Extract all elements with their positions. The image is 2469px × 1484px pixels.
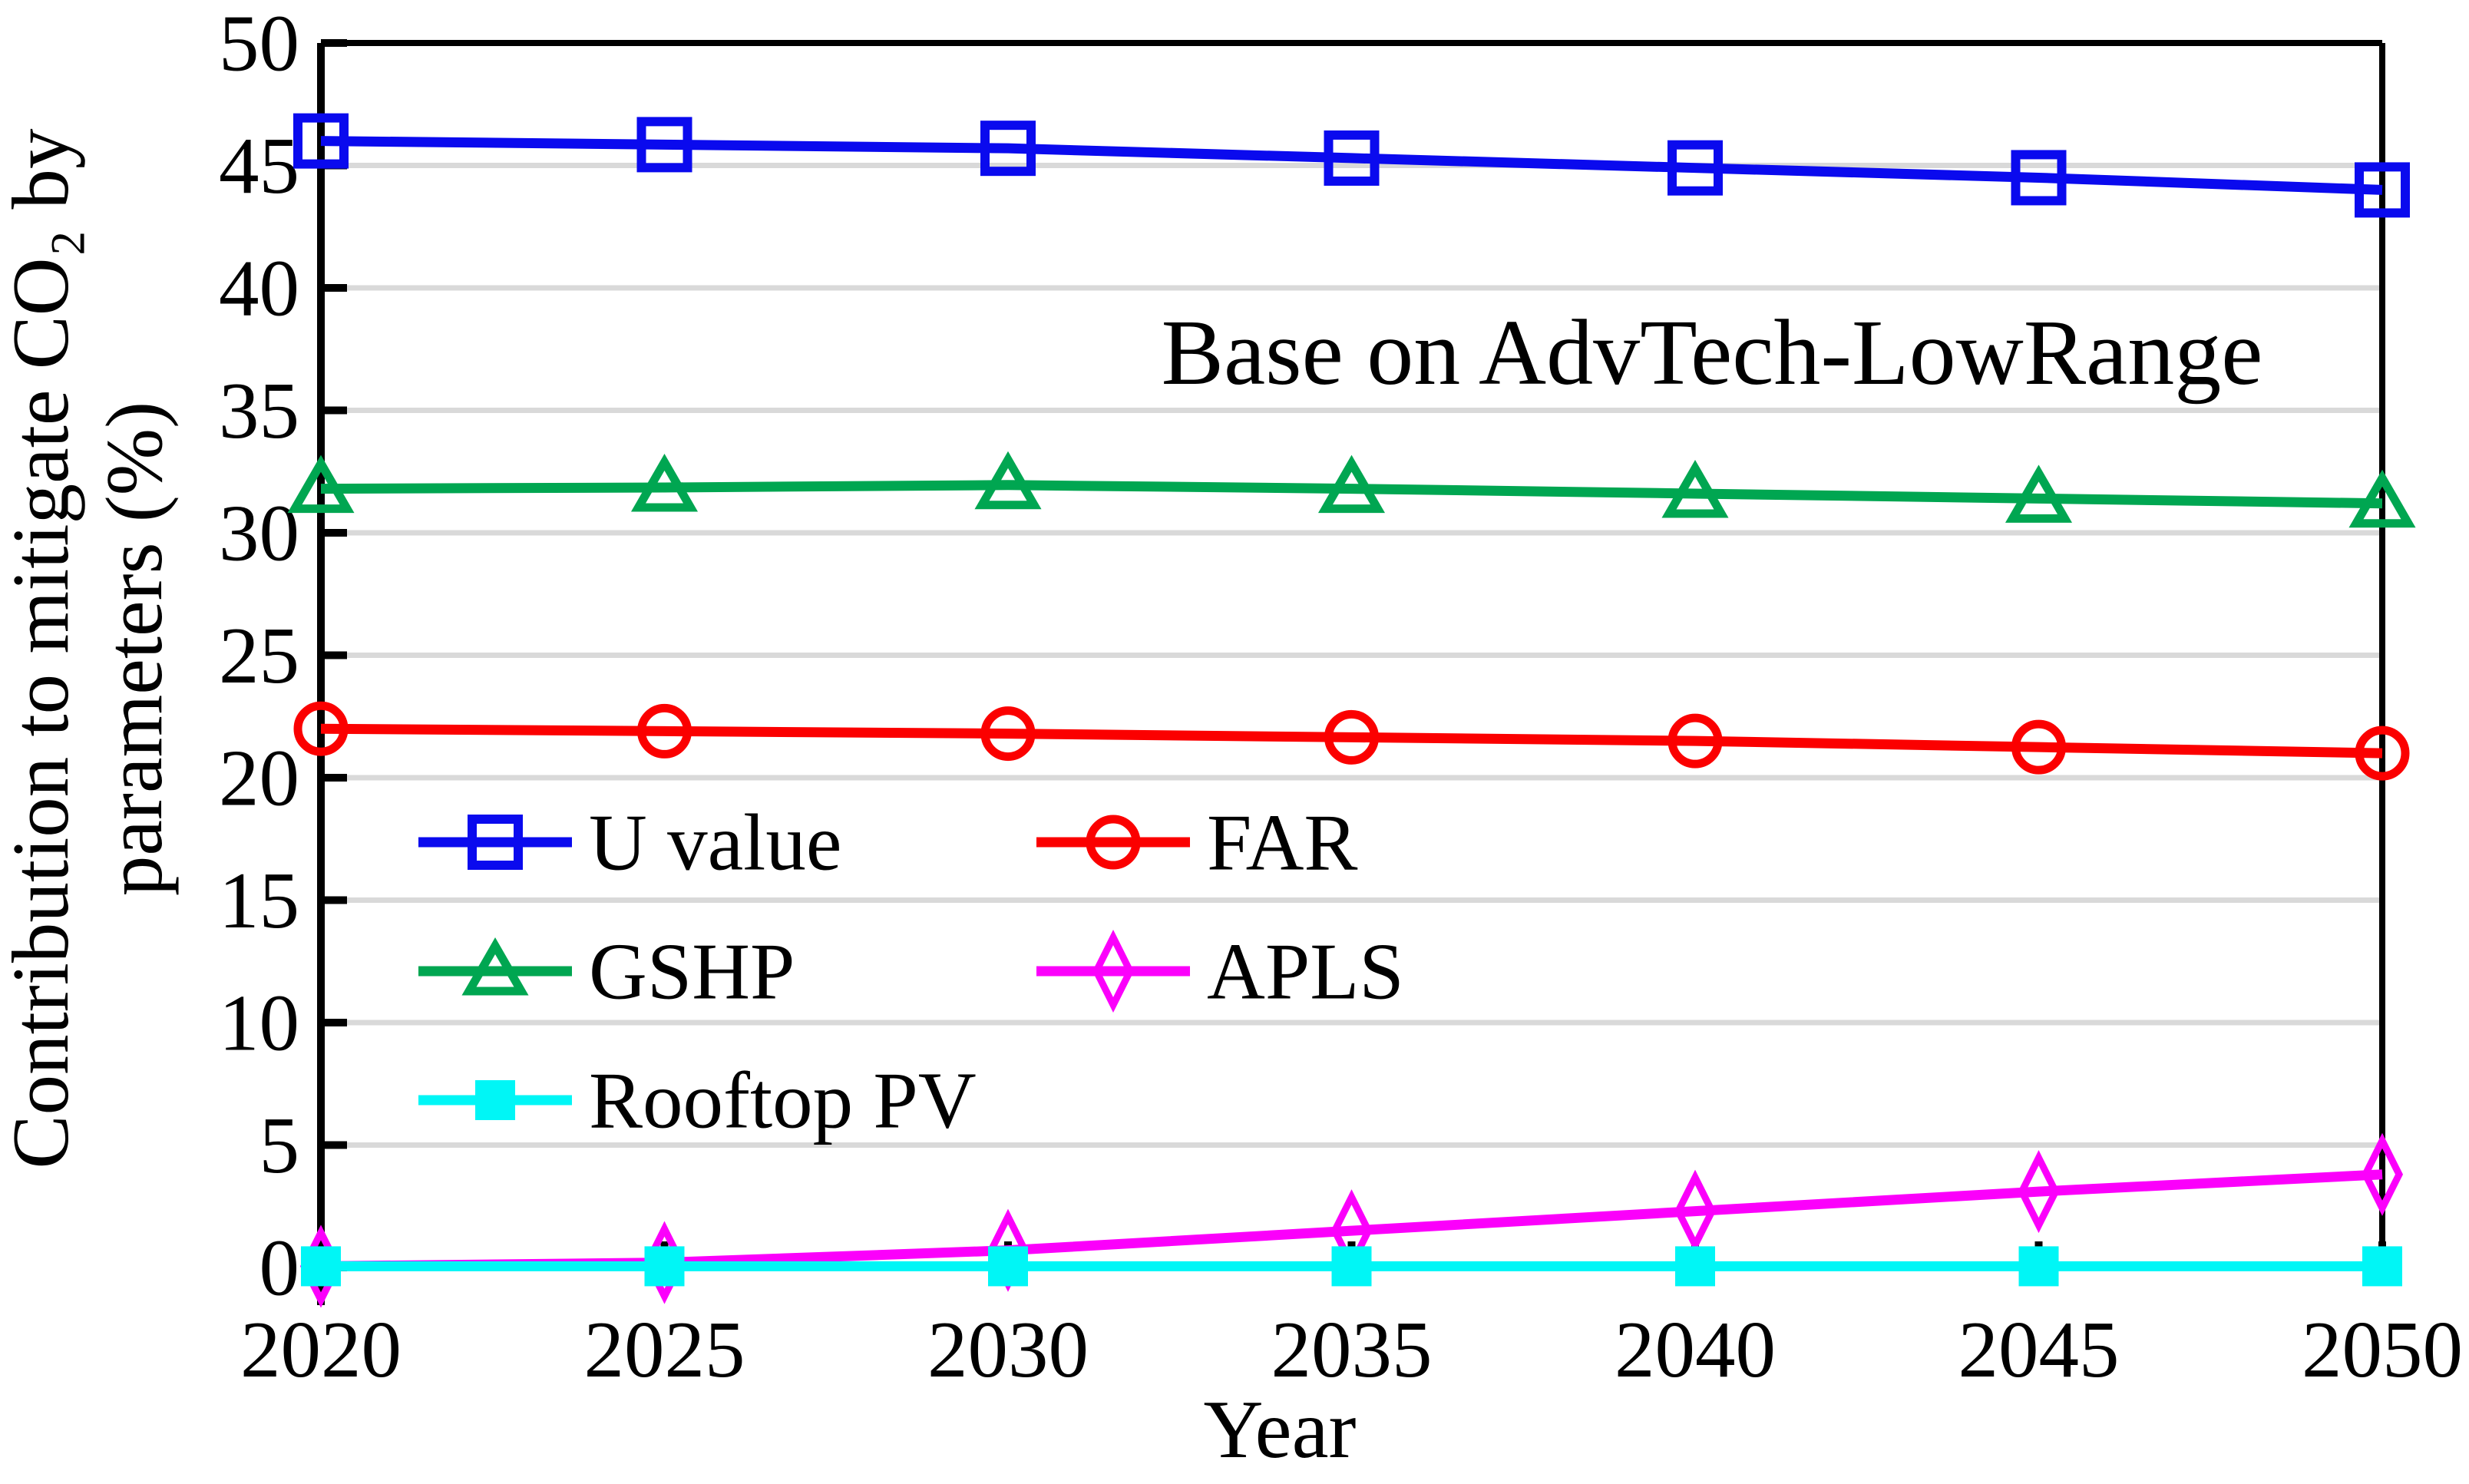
series-marker <box>988 1246 1028 1287</box>
series-marker <box>287 454 355 514</box>
series-marker <box>2011 719 2066 775</box>
series-marker <box>637 703 692 759</box>
series-marker <box>1324 709 1379 765</box>
series-marker <box>2348 469 2416 528</box>
series-marker <box>2005 464 2073 523</box>
series-marker <box>2011 150 2067 206</box>
x-tick-label: 2030 <box>927 1304 1089 1394</box>
legend-item-far: FAR <box>1036 798 1357 887</box>
series-marker <box>2018 1246 2059 1287</box>
x-tick-label: 2040 <box>1615 1304 1776 1394</box>
y-tick-label: 0 <box>259 1223 300 1313</box>
x-tick-label: 2025 <box>584 1304 745 1394</box>
series-marker <box>475 1080 515 1120</box>
series-marker <box>1331 1246 1372 1287</box>
series-marker <box>644 1246 685 1287</box>
series-marker <box>1667 140 1723 196</box>
y-axis-title-line-1: Contribution to mitigate CO₂ by <box>0 128 85 1168</box>
x-tick-label: 2020 <box>240 1304 402 1394</box>
series-marker <box>1675 1246 1715 1287</box>
legend-label: Rooftop PV <box>589 1056 977 1145</box>
series-marker <box>980 706 1036 762</box>
series-far <box>293 701 2410 781</box>
legend-label: FAR <box>1207 798 1357 887</box>
series-marker <box>636 117 692 173</box>
series-marker <box>301 1246 341 1287</box>
series-line <box>320 480 2383 509</box>
series-marker <box>1086 815 1141 870</box>
y-tick-label: 10 <box>219 978 299 1068</box>
series-marker <box>1324 130 1380 186</box>
y-tick-label: 25 <box>219 610 299 700</box>
series-marker <box>2355 725 2410 781</box>
legend-label: APLS <box>1207 927 1404 1016</box>
y-tick-label: 30 <box>219 488 299 578</box>
series-line <box>320 136 2383 195</box>
series-marker <box>974 451 1042 510</box>
series-marker <box>1092 929 1135 1013</box>
legend-item-u-value: U value <box>418 798 841 887</box>
y-tick-label: 15 <box>219 855 299 945</box>
y-tick-label: 45 <box>219 121 299 210</box>
series-marker <box>1674 1169 1717 1253</box>
y-tick-label: 5 <box>259 1100 300 1190</box>
series-marker <box>468 815 523 870</box>
series-marker <box>461 937 529 996</box>
y-tick-label: 35 <box>219 365 299 455</box>
series-marker <box>293 113 349 169</box>
series-marker <box>2018 1150 2060 1234</box>
legend-item-apls: APLS <box>1036 927 1404 1016</box>
y-tick-label: 40 <box>219 243 299 333</box>
x-axis-title: Year <box>1203 1384 1356 1476</box>
series-marker <box>293 701 349 756</box>
x-tick-label: 2050 <box>2302 1304 2463 1394</box>
annotation-title: Base on AdvTech-LowRange <box>1162 301 2263 405</box>
series-marker <box>1667 713 1723 768</box>
series-gshp <box>287 451 2416 528</box>
series-marker <box>2362 1246 2402 1287</box>
series-marker <box>980 121 1036 177</box>
series-marker <box>1661 459 1729 518</box>
y-tick-label: 50 <box>219 0 299 88</box>
y-tick-label: 20 <box>219 733 299 823</box>
legend-label: U value <box>589 798 841 887</box>
legend-label: GSHP <box>589 927 795 1016</box>
y-axis-title-line-2: parameters (%) <box>89 402 179 896</box>
x-tick-label: 2035 <box>1271 1304 1433 1394</box>
series-u-value <box>293 113 2410 218</box>
legend-item-rooftop-pv: Rooftop PV <box>418 1056 977 1145</box>
x-tick-label: 2045 <box>1958 1304 2120 1394</box>
series-rooftop-pv <box>301 1246 2402 1287</box>
series-marker <box>1317 454 1386 514</box>
series-line <box>320 723 2383 759</box>
legend-item-gshp: GSHP <box>418 927 795 1016</box>
series-marker <box>2361 1132 2404 1216</box>
series-marker <box>630 453 699 512</box>
series-marker <box>2355 162 2410 218</box>
legend: U value FAR GSHP APLS Rooftop PV <box>418 798 1404 1145</box>
